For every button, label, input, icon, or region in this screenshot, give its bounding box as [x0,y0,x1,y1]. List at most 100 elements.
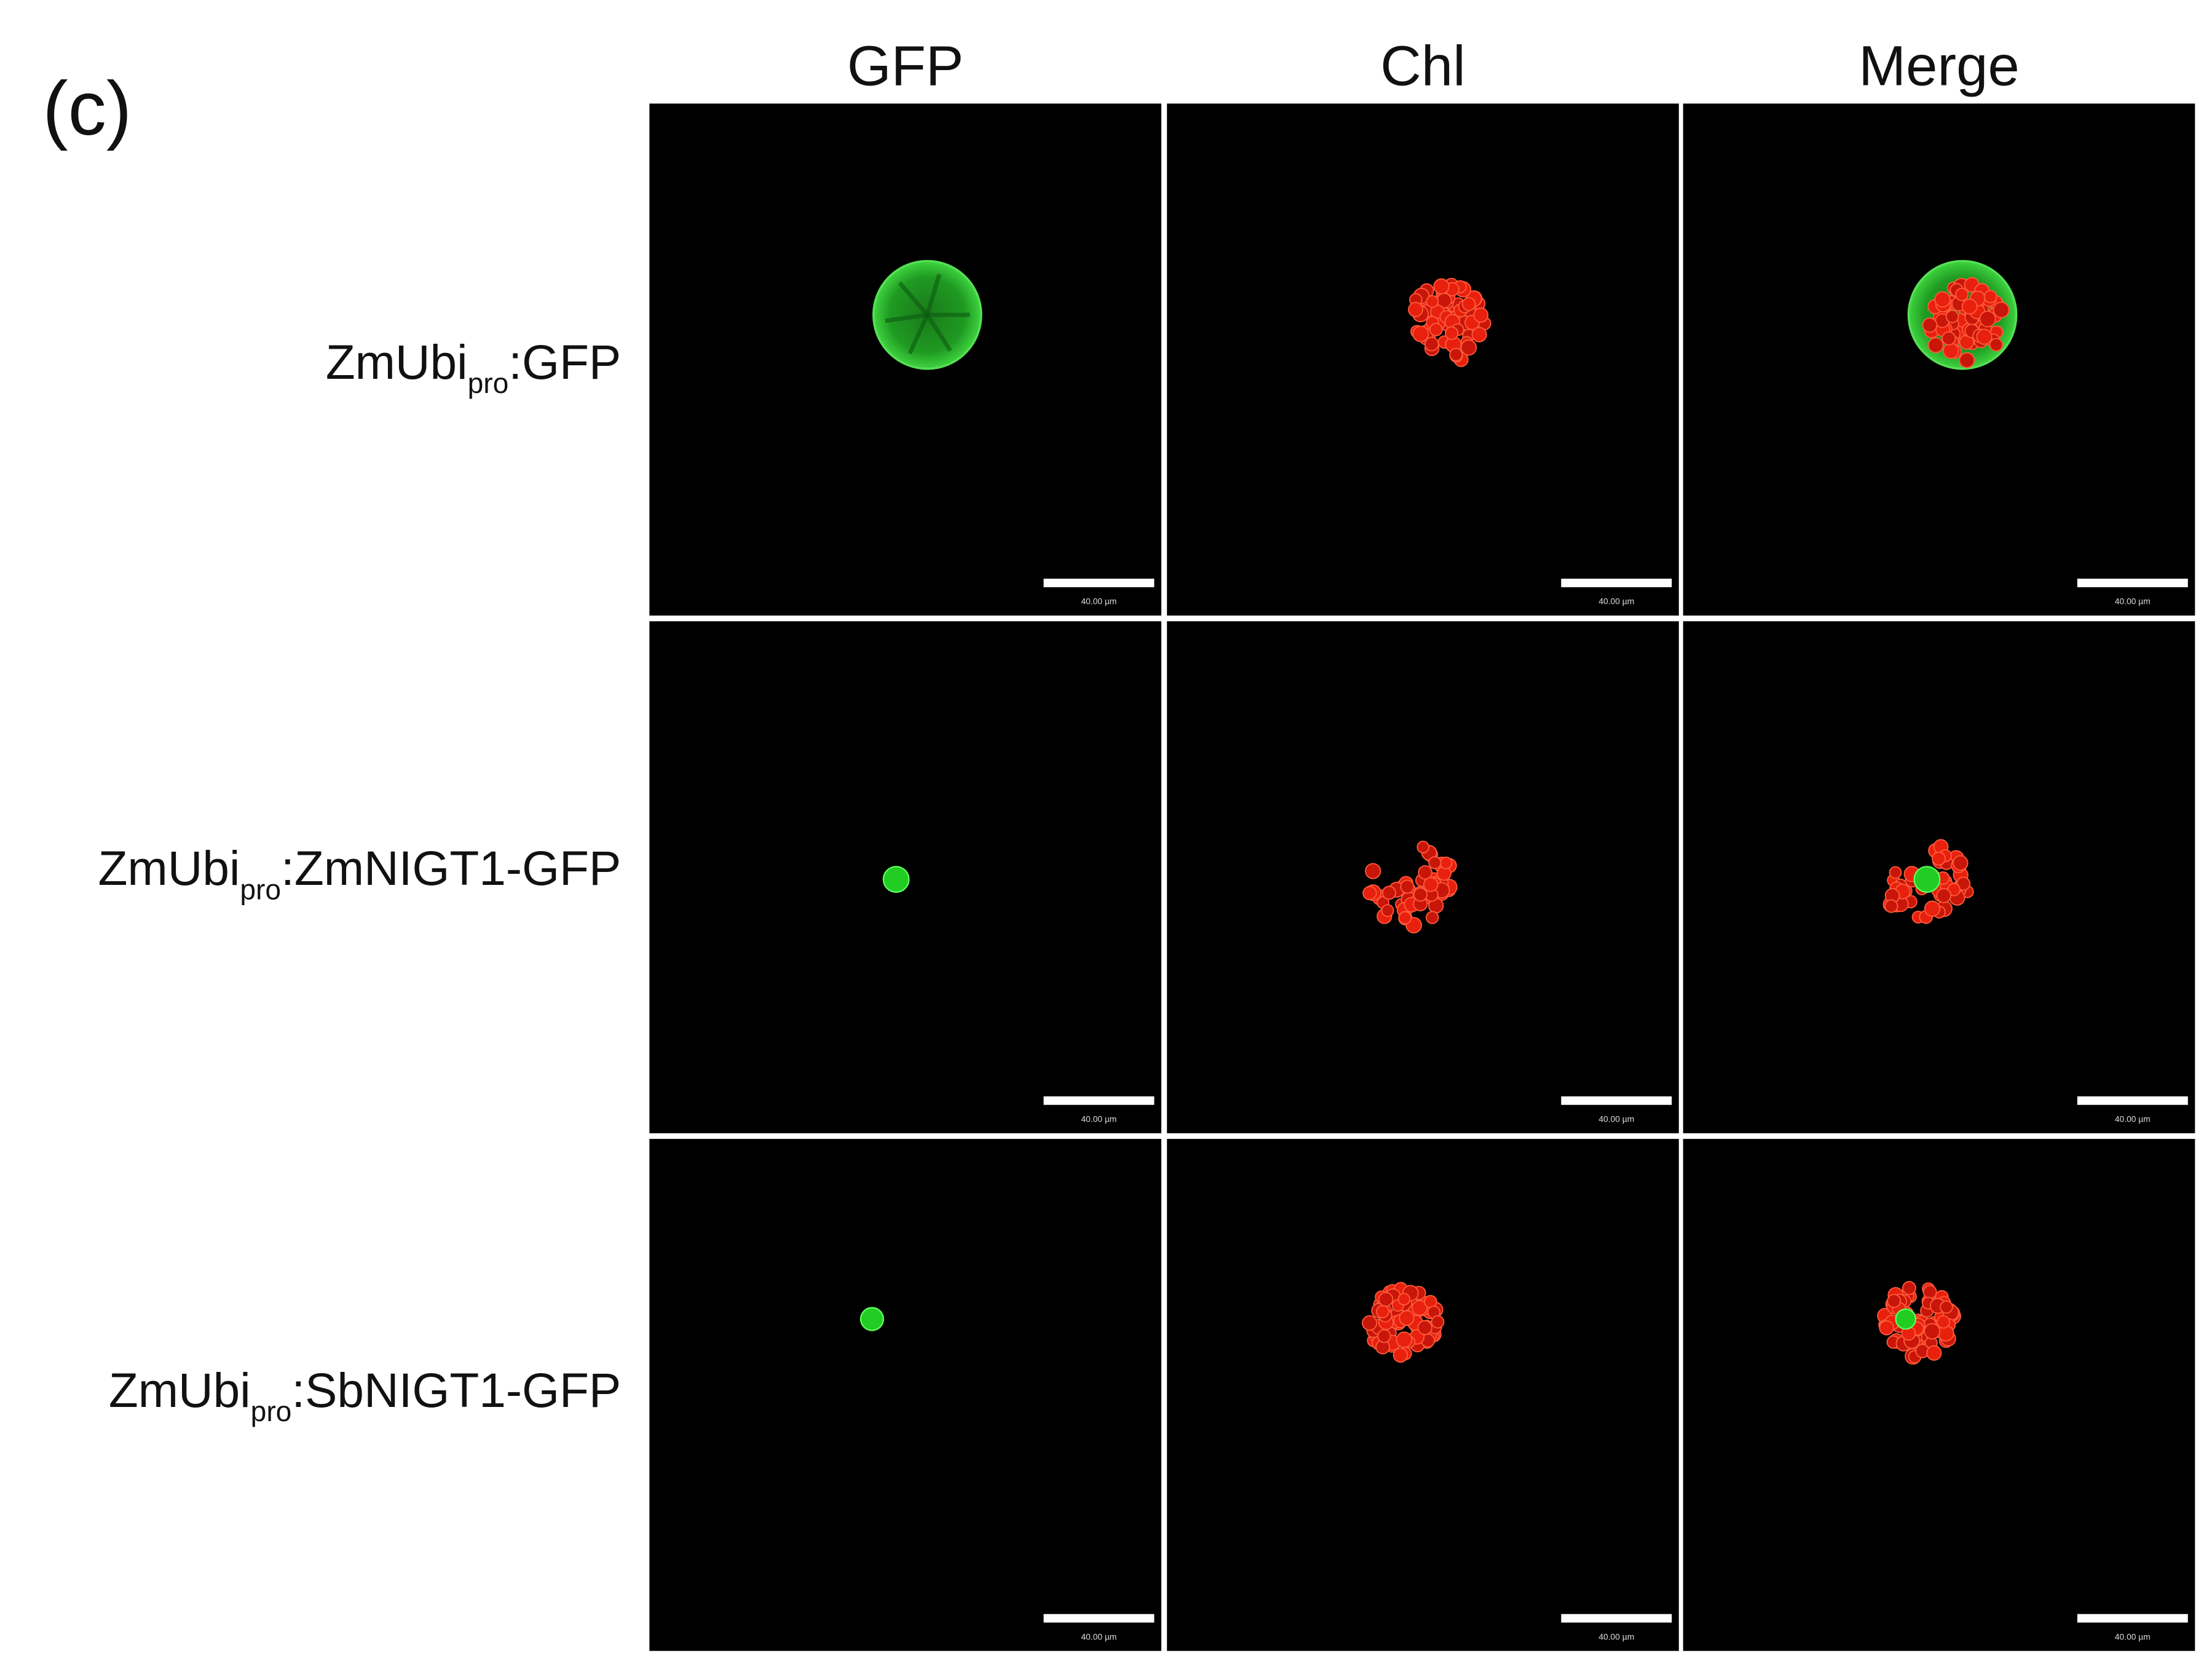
micrograph: 40.00 µm [1683,1139,2195,1651]
chloroplast [1429,323,1443,336]
chloroplast [1417,1320,1432,1336]
chloroplast [1381,885,1396,900]
chloroplast [1993,301,2010,319]
gfp-nucleus [859,1307,885,1331]
chloroplast [1989,338,2004,352]
chloroplast [1396,1331,1413,1349]
scale-bar [1043,579,1155,587]
micrograph: 40.00 µm [649,103,1161,616]
scale-bar-label: 40.00 µm [1081,1114,1116,1123]
chloroplast [1408,301,1423,317]
chloroplast [1979,311,1996,328]
gfp-texture [925,273,942,316]
scale-bar [1561,579,1672,587]
chloroplast [1943,343,1959,359]
chloroplast [1926,1345,1942,1361]
chloroplast [1365,863,1381,879]
gfp-nucleus [1913,866,1941,893]
chloroplast [1936,888,1952,903]
chloroplast [1932,851,1946,866]
row-label-suffix: :GFP [508,335,621,389]
micrograph: 40.00 µm [1167,1139,1679,1651]
scale-bar-label: 40.00 µm [2115,1114,2151,1123]
chloroplast [1378,1291,1394,1307]
scale-bar [1043,1614,1155,1623]
micrograph: 40.00 µm [1683,621,2195,1133]
row-label: ZmUbipro:SbNIGT1-GFP [109,1363,621,1427]
scale-bar-label: 40.00 µm [1081,1631,1116,1641]
column-header: GFP [847,33,964,97]
chloroplast [1934,291,1951,308]
row-label-main: ZmUbi [109,1363,251,1417]
chloroplast [1376,1305,1389,1318]
chloroplast [1887,1294,1902,1309]
scale-bar [1561,1096,1672,1105]
chloroplast [1439,856,1453,870]
micrograph: 40.00 µm [649,1139,1161,1651]
chloroplast [1955,287,1969,301]
chloroplast [1416,841,1430,854]
chloroplast [1426,295,1439,308]
chloroplast [1471,327,1487,343]
panel-label: (c) [42,66,132,151]
chloroplast [1418,865,1432,880]
chloroplast [1362,1315,1378,1331]
chloroplast [1924,1323,1941,1340]
chloroplast [1431,1315,1445,1329]
scale-bar [2077,579,2188,587]
chloroplast [1961,298,1978,315]
chloroplast [1941,331,1956,346]
row-label-suffix: :ZmNIGT1-GFP [281,841,621,895]
chloroplast [1426,911,1439,924]
micrograph-background [649,1139,1161,1651]
scale-bar-label: 40.00 µm [1598,596,1634,606]
micrograph: 40.00 µm [1683,103,2195,616]
micrograph: 40.00 µm [649,621,1161,1133]
row-label: ZmUbipro:ZmNIGT1-GFP [98,841,622,905]
chloroplast [1922,1285,1937,1299]
gfp-nucleus [1895,1308,1917,1330]
chloroplast [1423,877,1439,892]
chloroplast [1449,347,1463,362]
chloroplast [1362,885,1377,901]
chloroplast [1460,339,1477,356]
chloroplast [1412,325,1429,343]
chloroplast [1945,309,1959,323]
chloroplast [1924,900,1941,917]
chloroplast [1412,1300,1428,1316]
row-label-subscript: pro [251,1395,292,1427]
chloroplast [1398,911,1412,925]
chloroplast [1413,887,1428,902]
column-header: Chl [1380,33,1465,97]
chloroplast [1940,1300,1953,1314]
chloroplast [1976,328,1993,345]
scale-bar [2077,1614,2188,1623]
row-label-subscript: pro [240,873,281,905]
chloroplast [1377,1329,1391,1343]
row-label-main: ZmUbi [326,335,468,389]
chloroplast [1937,1315,1951,1329]
chloroplast [1884,899,1898,913]
chloroplast [1879,1320,1894,1336]
row-label: ZmUbipro:GFP [326,335,621,399]
micrograph: 40.00 µm [1167,103,1679,616]
scale-bar-label: 40.00 µm [2115,1631,2151,1641]
chloroplast [1397,1293,1411,1306]
micrograph: 40.00 µm [1167,621,1679,1133]
scale-bar-label: 40.00 µm [1598,1631,1634,1641]
chloroplast [1927,337,1944,354]
scale-bar [1561,1614,1672,1623]
column-header: Merge [1858,33,2019,97]
chloroplast [1428,856,1442,870]
chloroplast [1445,326,1459,340]
gfp-texture [898,281,930,317]
scale-bar [2077,1096,2188,1105]
micrograph-background [1167,103,1679,616]
gfp-nucleus [882,866,910,893]
chloroplast [1381,904,1394,917]
chloroplast [1433,278,1450,295]
scale-bar-label: 40.00 µm [1081,596,1116,606]
chloroplast [1399,1310,1415,1326]
